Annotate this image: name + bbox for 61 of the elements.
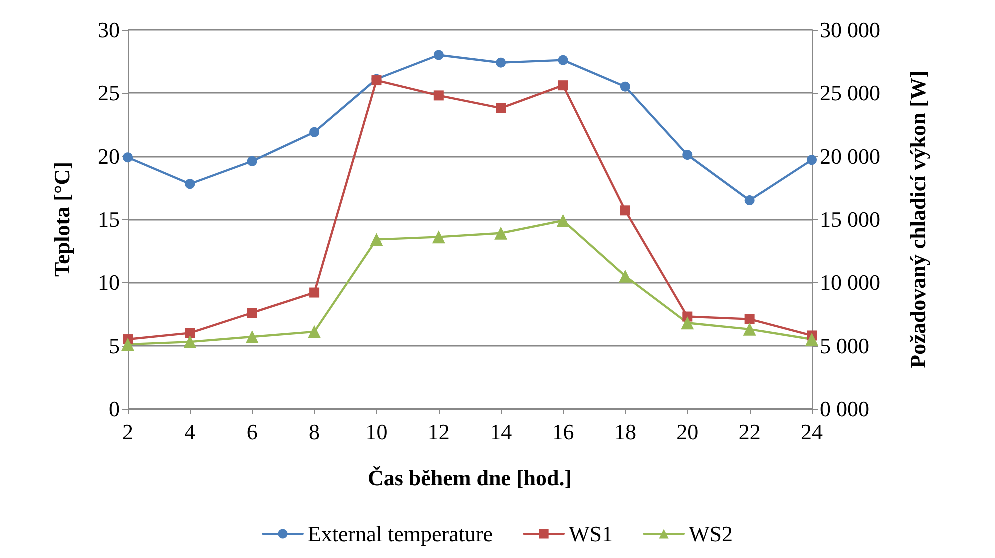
point (496, 103, 506, 114)
point (247, 308, 258, 318)
point (432, 230, 446, 244)
point (620, 206, 630, 216)
point (682, 150, 693, 160)
point (556, 214, 570, 228)
point (681, 316, 694, 330)
y-tick-label: 20 (98, 144, 120, 169)
point (558, 80, 568, 91)
x-tick-label: 8 (309, 420, 320, 444)
point (185, 179, 196, 190)
x-tick-label: 10 (366, 420, 388, 444)
y-tick-label: 10 (98, 270, 120, 296)
point (434, 50, 444, 60)
point (620, 82, 630, 92)
point (308, 325, 322, 338)
x-tick-label: 24 (801, 420, 823, 444)
point (246, 330, 259, 344)
point (496, 58, 506, 68)
point (744, 314, 755, 324)
x-tick-label: 12 (428, 420, 450, 444)
x-tick-label: 20 (676, 420, 699, 444)
y-tick-label: 25 (98, 80, 120, 106)
y-axis-title: Teplota [°C] (50, 162, 74, 277)
legend-label: WS1 (569, 522, 614, 546)
point (434, 90, 444, 101)
point (185, 328, 196, 338)
point (558, 55, 568, 66)
point (494, 226, 508, 240)
point (122, 338, 134, 352)
y2-tick-label: 10 000 (820, 270, 880, 296)
point (618, 270, 632, 283)
x-tick-label: 4 (184, 420, 196, 444)
y-tick-label: 30 (98, 18, 120, 42)
y2-tick-label: 30 000 (820, 18, 880, 42)
x-tick-label: 18 (614, 420, 636, 444)
x-tick-label: 6 (246, 420, 258, 444)
point (806, 333, 818, 346)
y-tick-label: 5 (109, 333, 120, 358)
y2-tick-label: 20 000 (820, 144, 880, 169)
x-tick-label: 2 (122, 420, 134, 444)
y2-tick-label: 25 000 (820, 80, 880, 106)
y2-tick-label: 15 000 (820, 207, 880, 232)
y-tick-label: 0 (109, 396, 120, 422)
legend-label: External temperature (308, 522, 494, 546)
point (370, 233, 384, 246)
point (247, 156, 258, 166)
point (744, 196, 755, 206)
x-tick-label: 22 (738, 420, 761, 444)
y2-tick-label: 5 000 (820, 333, 870, 358)
y2-axis-title: Požadovaný chladicí výkon [W] (906, 70, 930, 368)
y2-tick-label: 0 000 (820, 396, 870, 422)
point (310, 288, 320, 298)
x-axis-title: Čas během dne [hod.] (368, 466, 572, 490)
y-tick-label: 15 (98, 207, 120, 232)
point (310, 127, 320, 138)
legend-label: WS2 (689, 522, 734, 546)
point (743, 322, 756, 336)
point (184, 336, 197, 349)
x-tick-label: 14 (490, 420, 512, 444)
x-tick-label: 16 (552, 420, 574, 444)
